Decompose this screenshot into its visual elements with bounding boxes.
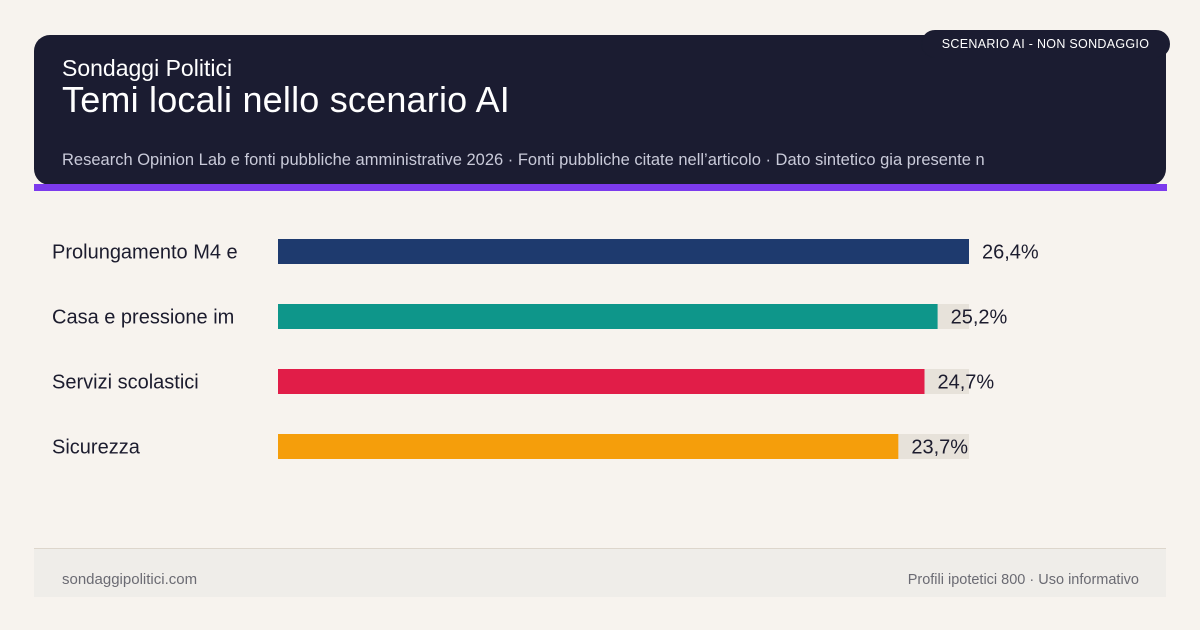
chart-subtitle: Research Opinion Lab e fonti pubbliche a… xyxy=(62,151,985,169)
bar xyxy=(278,434,899,459)
bar xyxy=(278,369,925,394)
header-panel: Sondaggi Politici Temi locali nello scen… xyxy=(34,35,1166,185)
value-label: 25,2% xyxy=(951,307,1008,329)
bar xyxy=(278,304,938,329)
footer: sondaggipolitici.com Profili ipotetici 8… xyxy=(34,548,1166,597)
bar xyxy=(278,239,969,264)
brand-name: Sondaggi Politici xyxy=(62,55,233,81)
footer-note: Profili ipotetici 800 · Uso informativo xyxy=(907,572,1139,588)
footer-site: sondaggipolitici.com xyxy=(62,571,198,588)
header-accent-line xyxy=(34,184,1167,191)
category-label: Prolungamento M4 e xyxy=(52,242,238,264)
scenario-badge: SCENARIO AI - NON SONDAGGIO xyxy=(921,30,1170,58)
category-label: Servizi scolastici xyxy=(52,372,199,394)
value-label: 24,7% xyxy=(938,372,995,394)
value-label: 26,4% xyxy=(982,242,1039,264)
chart-title: Temi locali nello scenario AI xyxy=(62,79,511,120)
category-label: Sicurezza xyxy=(52,437,141,459)
value-label: 23,7% xyxy=(911,437,968,459)
category-label: Casa e pressione im xyxy=(52,307,234,329)
